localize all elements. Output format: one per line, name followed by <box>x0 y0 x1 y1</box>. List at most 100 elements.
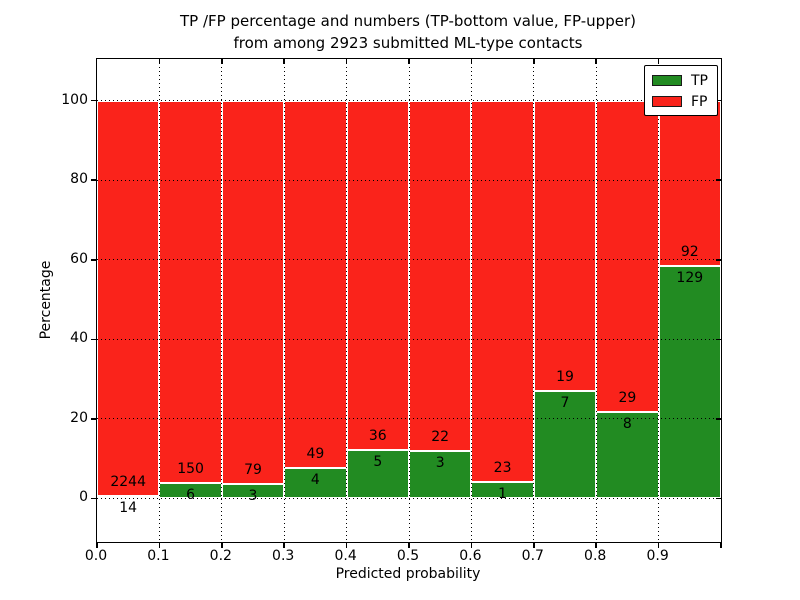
x-tick-label-0.5: 0.5 <box>396 548 420 564</box>
legend-item-fp: FP <box>645 91 717 112</box>
x-tick-label-0.8: 0.8 <box>584 548 607 564</box>
tp-count-label-0: 14 <box>119 499 138 516</box>
vertical-gridline-0.4 <box>346 59 348 542</box>
y-tick-label-0: 0 <box>79 489 88 506</box>
y-tick-left-40 <box>91 338 96 340</box>
y-tick-right-80 <box>716 179 721 181</box>
y-tick-right-60 <box>716 259 721 261</box>
y-tick-right-20 <box>716 418 721 420</box>
horizontal-gridline-40 <box>97 338 721 340</box>
fp-count-label-4: 36 <box>368 427 387 444</box>
tp-count-label-9: 129 <box>676 270 704 287</box>
x-axis-label: Predicted probability <box>335 566 481 582</box>
legend: TP FP <box>644 65 718 116</box>
horizontal-gridline-0 <box>97 497 721 499</box>
y-tick-label-20: 20 <box>70 409 88 426</box>
tp-count-label-3: 4 <box>310 472 320 489</box>
legend-label-fp: FP <box>691 93 708 110</box>
vertical-gridline-0.6 <box>470 59 472 542</box>
bar-segment-fp-7 <box>533 100 597 392</box>
vertical-gridline-0.9 <box>658 59 660 542</box>
x-tick-top-4 <box>345 59 348 64</box>
x-tick-top-6 <box>470 59 473 64</box>
y-tick-label-100: 100 <box>61 91 88 108</box>
bar-segment-tp-9 <box>658 266 721 499</box>
bar-segment-fp-2 <box>221 100 285 484</box>
x-tick-label-0.9: 0.9 <box>646 548 669 564</box>
y-tick-left-0 <box>91 497 96 500</box>
x-tick-bottom-4 <box>345 542 348 548</box>
y-tick-right-100 <box>716 99 721 102</box>
fp-count-label-3: 49 <box>306 446 325 463</box>
tp-count-label-1: 6 <box>186 486 196 503</box>
x-tick-label-0.3: 0.3 <box>272 548 295 564</box>
x-tick-label-0.7: 0.7 <box>521 548 544 564</box>
fp-count-label-8: 29 <box>618 390 637 407</box>
bar-segment-fp-9 <box>658 100 721 267</box>
y-tick-label-80: 80 <box>70 171 88 188</box>
fp-count-label-7: 19 <box>556 369 574 386</box>
tp-count-label-8: 8 <box>622 416 632 433</box>
fp-count-label-5: 22 <box>431 428 450 445</box>
fp-count-label-1: 150 <box>177 460 204 477</box>
x-tick-top-2 <box>221 59 223 64</box>
y-tick-label-60: 60 <box>70 250 88 267</box>
bar-segment-tp-1 <box>159 482 222 499</box>
bar-segment-tp-7 <box>533 391 597 499</box>
horizontal-gridline-100 <box>97 100 721 102</box>
fp-count-label-6: 23 <box>493 459 512 476</box>
vertical-gridline-0.2 <box>221 59 223 542</box>
x-tick-bottom-3 <box>283 542 285 548</box>
x-tick-bottom-2 <box>221 542 223 548</box>
x-tick-top-1 <box>158 59 161 64</box>
x-tick-label-0.0: 0.0 <box>84 548 108 564</box>
bar-segment-fp-6 <box>471 100 534 482</box>
plot-area: 2244 14 150 6 79 3 49 4 36 5 22 3 23 1 19 7 29 8 92 129 <box>91 58 722 548</box>
vertical-gridline-0.1 <box>158 59 160 542</box>
bar-segment-fp-5 <box>409 100 472 451</box>
x-tick-top-5 <box>408 59 410 64</box>
bar-segment-fp-1 <box>159 100 222 483</box>
x-tick-label-0.2: 0.2 <box>209 548 232 564</box>
y-tick-left-100 <box>91 99 96 102</box>
tp-count-label-5: 3 <box>435 454 445 471</box>
legend-swatch-tp-icon <box>652 75 682 86</box>
tp-count-label-7: 7 <box>560 395 570 412</box>
bar-segment-tp-3 <box>284 468 347 499</box>
bar-segment-fp-8 <box>596 100 659 413</box>
chart-title-line2: from among 2923 submitted ML-type contac… <box>233 34 583 52</box>
bar-segment-fp-4 <box>346 100 409 450</box>
x-tick-bottom-0 <box>96 542 98 548</box>
x-tick-bottom-10 <box>720 542 722 548</box>
y-tick-left-80 <box>91 179 96 181</box>
x-tick-top-9 <box>657 59 660 64</box>
y-tick-right-0 <box>716 497 721 500</box>
bar-segment-fp-0 <box>97 100 160 496</box>
chart-title: TP /FP percentage and numbers (TP-bottom… <box>96 10 720 54</box>
x-tick-top-3 <box>283 59 285 64</box>
vertical-gridline-0.7 <box>533 59 535 542</box>
legend-swatch-fp-icon <box>652 96 682 107</box>
x-tick-top-8 <box>595 59 597 64</box>
x-tick-bottom-9 <box>657 542 660 548</box>
x-tick-bottom-8 <box>595 542 597 548</box>
bar-segment-tp-0 <box>97 495 160 499</box>
tp-count-label-2: 3 <box>248 487 258 504</box>
y-tick-label-40: 40 <box>70 330 88 347</box>
y-tick-left-20 <box>91 418 96 420</box>
tp-count-label-6: 1 <box>498 485 508 502</box>
chart-title-line1: TP /FP percentage and numbers (TP-bottom… <box>180 12 636 30</box>
x-tick-bottom-6 <box>470 542 473 548</box>
bar-segment-tp-8 <box>596 412 659 499</box>
bar-segment-tp-4 <box>346 449 409 499</box>
x-tick-top-7 <box>533 59 535 64</box>
x-tick-bottom-5 <box>408 542 410 548</box>
horizontal-gridline-20 <box>97 418 721 420</box>
y-axis-label: Percentage <box>38 260 54 340</box>
fp-count-label-0: 2244 <box>110 473 147 490</box>
fp-count-label-2: 79 <box>244 461 262 478</box>
vertical-gridline-0.8 <box>595 59 597 542</box>
legend-label-tp: TP <box>691 72 708 89</box>
x-tick-label-0.4: 0.4 <box>334 548 357 564</box>
